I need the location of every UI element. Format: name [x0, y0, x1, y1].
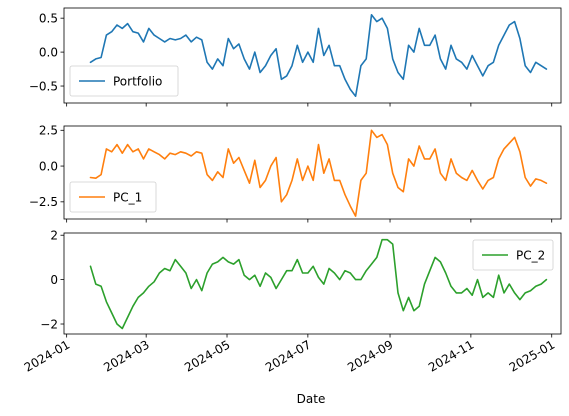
legend-box: [472, 239, 554, 271]
legend: PC_2: [472, 239, 554, 271]
axes-frame: [63, 125, 562, 220]
y-tick-label: 2.5: [39, 124, 58, 138]
series-line-Portfolio: [89, 14, 548, 97]
y-tick-label: 0.0: [39, 159, 58, 173]
panel-3: −2 0 2 PC_2: [40, 229, 562, 338]
y-tick-label: 0: [50, 273, 58, 287]
legend: Portfolio: [69, 65, 179, 97]
y-tick-label: 0.0: [39, 45, 58, 59]
y-tick-label: −2.5: [29, 195, 58, 209]
series-line-PC_1: [89, 129, 548, 217]
legend-box: [69, 181, 157, 213]
series-line-PC_2: [89, 238, 548, 330]
legend: PC_1: [69, 181, 157, 213]
y-tick-label: 2: [50, 229, 58, 243]
legend-label: Portfolio: [113, 74, 162, 88]
y-tick-label: −0.5: [29, 79, 58, 93]
y-tick-label: 0.5: [39, 11, 58, 25]
legend-box: [69, 65, 179, 97]
panel-2: −2.5 0.0 2.5 PC_1: [29, 124, 562, 223]
axes-frame: [63, 232, 562, 335]
legend-label: PC_1: [113, 190, 142, 204]
x-axis-label: Date: [297, 392, 326, 406]
y-tick-label: −2: [40, 317, 58, 331]
panel-1: −0.5 0.0 0.5 Portfolio: [29, 7, 562, 107]
legend-label: PC_2: [516, 248, 545, 262]
axes-frame: [63, 7, 562, 104]
chart-panels: −0.5 0.0 0.5 Portfolio −2.5 0.0 2.5 PC_1 −2 0 2 PC_…: [29, 7, 562, 338]
